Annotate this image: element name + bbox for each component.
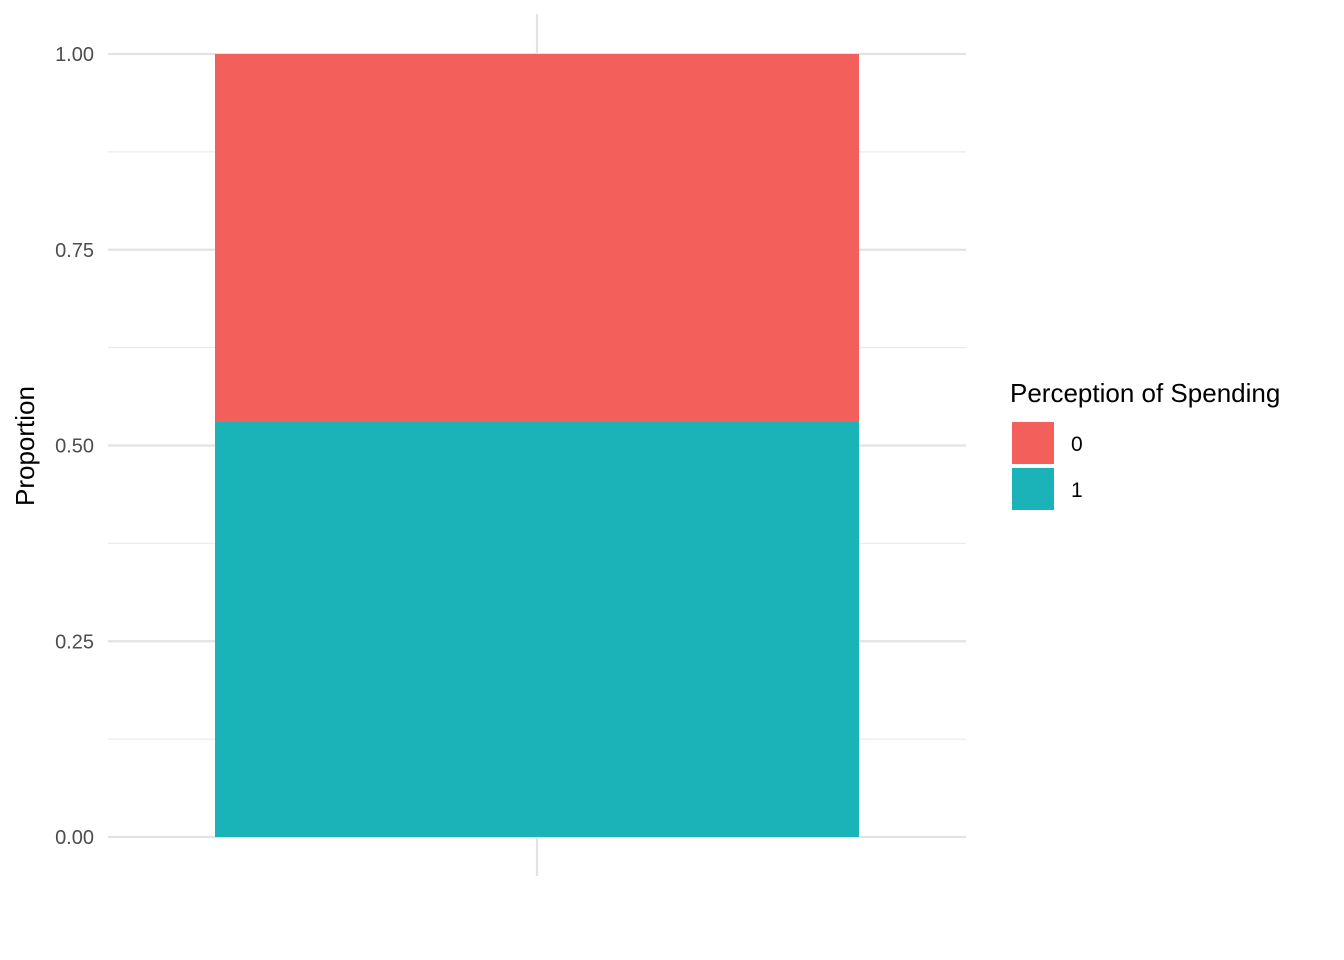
legend-title: Perception of Spending <box>1010 378 1280 408</box>
y-tick-label: 0.25 <box>55 631 94 653</box>
legend-key-0 <box>1012 422 1054 464</box>
bar-segment-1 <box>215 422 859 837</box>
legend: Perception of Spending 01 <box>1010 378 1280 510</box>
legend-key-1 <box>1012 468 1054 510</box>
legend-label-0: 0 <box>1071 433 1083 456</box>
y-tick-label: 0.00 <box>55 827 94 849</box>
y-axis-title: Proportion <box>10 386 40 506</box>
legend-label-1: 1 <box>1071 479 1083 502</box>
y-tick-label: 0.50 <box>55 436 94 458</box>
bar-segment-0 <box>215 54 859 423</box>
bars <box>215 54 859 837</box>
y-tick-label: 1.00 <box>55 44 94 66</box>
legend-items: 01 <box>1012 422 1083 510</box>
y-axis-ticks: 0.00 0.25 0.50 0.75 1.00 <box>55 44 94 849</box>
y-tick-label: 0.75 <box>55 240 94 262</box>
